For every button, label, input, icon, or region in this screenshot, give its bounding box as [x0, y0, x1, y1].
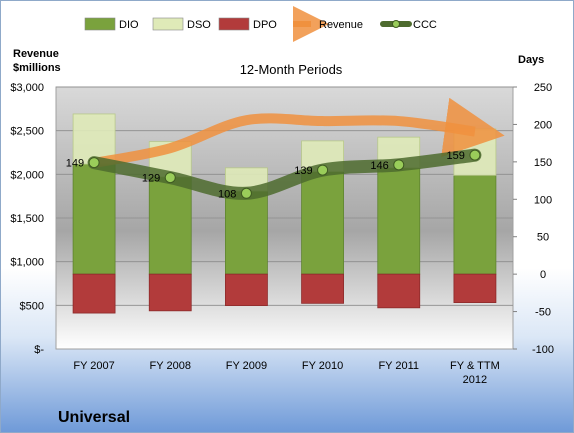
- legend-swatch-dpo: [218, 17, 250, 31]
- right-tick-label: 50: [537, 232, 549, 244]
- left-tick-label: $500: [20, 300, 44, 312]
- revenue-line: [93, 97, 505, 168]
- right-tick-label: -100: [532, 344, 554, 356]
- ccc-point: [88, 157, 100, 169]
- ccc-point: [240, 187, 252, 199]
- dpo-bar: [377, 273, 421, 309]
- right-tick-label: 150: [534, 157, 552, 169]
- ccc-data-label: 108: [218, 188, 236, 200]
- legend-label-dio: DIO: [119, 19, 139, 31]
- dio-bar: [453, 174, 497, 275]
- left-tick-label: $-: [34, 344, 44, 356]
- ccc-point: [317, 164, 329, 176]
- x-tick-label: FY 2010: [302, 360, 343, 372]
- legend-ccc-marker: [392, 20, 400, 28]
- revenue-series: [93, 97, 505, 168]
- company-name: Universal: [58, 409, 130, 426]
- right-axis-title: Days: [518, 54, 544, 66]
- axes: $- $500 $1,000 $1,500 $2,000 $2,500 $3,000 -100…: [10, 82, 554, 386]
- left-tick-label: $3,000: [10, 82, 44, 94]
- dio-bar: [72, 163, 116, 275]
- left-axis-title-line1: Revenue: [13, 48, 59, 60]
- ccc-line: [87, 148, 482, 200]
- legend-label-dpo: DPO: [253, 19, 277, 31]
- ccc-data-label: 149: [66, 158, 84, 170]
- ccc-point: [164, 172, 176, 184]
- ccc-data-label: 129: [142, 173, 160, 185]
- ccc-data-label: 139: [294, 165, 312, 177]
- x-tick-label: FY 2009: [226, 360, 267, 372]
- x-tick-label: 2012: [463, 374, 487, 386]
- dpo-bar: [225, 273, 268, 306]
- dio-bar: [301, 171, 344, 275]
- ccc-data-label: 146: [370, 160, 388, 172]
- dio-bar: [148, 176, 192, 275]
- left-tick-label: $2,500: [10, 126, 44, 138]
- x-tick-label: FY & TTM: [450, 360, 500, 372]
- dpo-bar: [72, 273, 116, 314]
- chart-title: 12-Month Periods: [240, 62, 343, 77]
- dio-bar: [377, 167, 421, 275]
- bars: [72, 113, 497, 314]
- legend-swatch-dio: [84, 17, 116, 31]
- left-tick-label: $2,000: [10, 169, 44, 181]
- right-tick-label: 0: [540, 269, 546, 281]
- left-axis-title-line2: $millions: [13, 62, 61, 74]
- x-tick-label: FY 2007: [73, 360, 114, 372]
- right-tick-label: -50: [535, 307, 551, 319]
- left-tick-label: $1,000: [10, 257, 44, 269]
- ccc-data-label: 159: [447, 150, 465, 162]
- left-tick-label: $1,500: [10, 213, 44, 225]
- right-tick-label: 250: [534, 82, 552, 94]
- dpo-bar: [453, 273, 497, 303]
- dio-bar: [225, 190, 268, 275]
- legend-label-ccc: CCC: [413, 19, 437, 31]
- ccc-series: 149 129 108 139 146 159: [66, 148, 482, 200]
- legend: DIO DSO DPO Revenue CCC: [84, 6, 437, 42]
- right-tick-label: 200: [534, 119, 552, 131]
- right-tick-label: 100: [534, 194, 552, 206]
- ccc-point: [393, 159, 405, 171]
- ccc-point: [469, 149, 481, 161]
- dpo-bar: [148, 273, 192, 312]
- x-tick-label: FY 2011: [378, 360, 419, 372]
- legend-label-revenue: Revenue: [319, 19, 363, 31]
- legend-label-dso: DSO: [187, 19, 211, 31]
- legend-swatch-dso: [152, 17, 184, 31]
- dpo-bar: [301, 273, 344, 304]
- x-tick-label: FY 2008: [150, 360, 191, 372]
